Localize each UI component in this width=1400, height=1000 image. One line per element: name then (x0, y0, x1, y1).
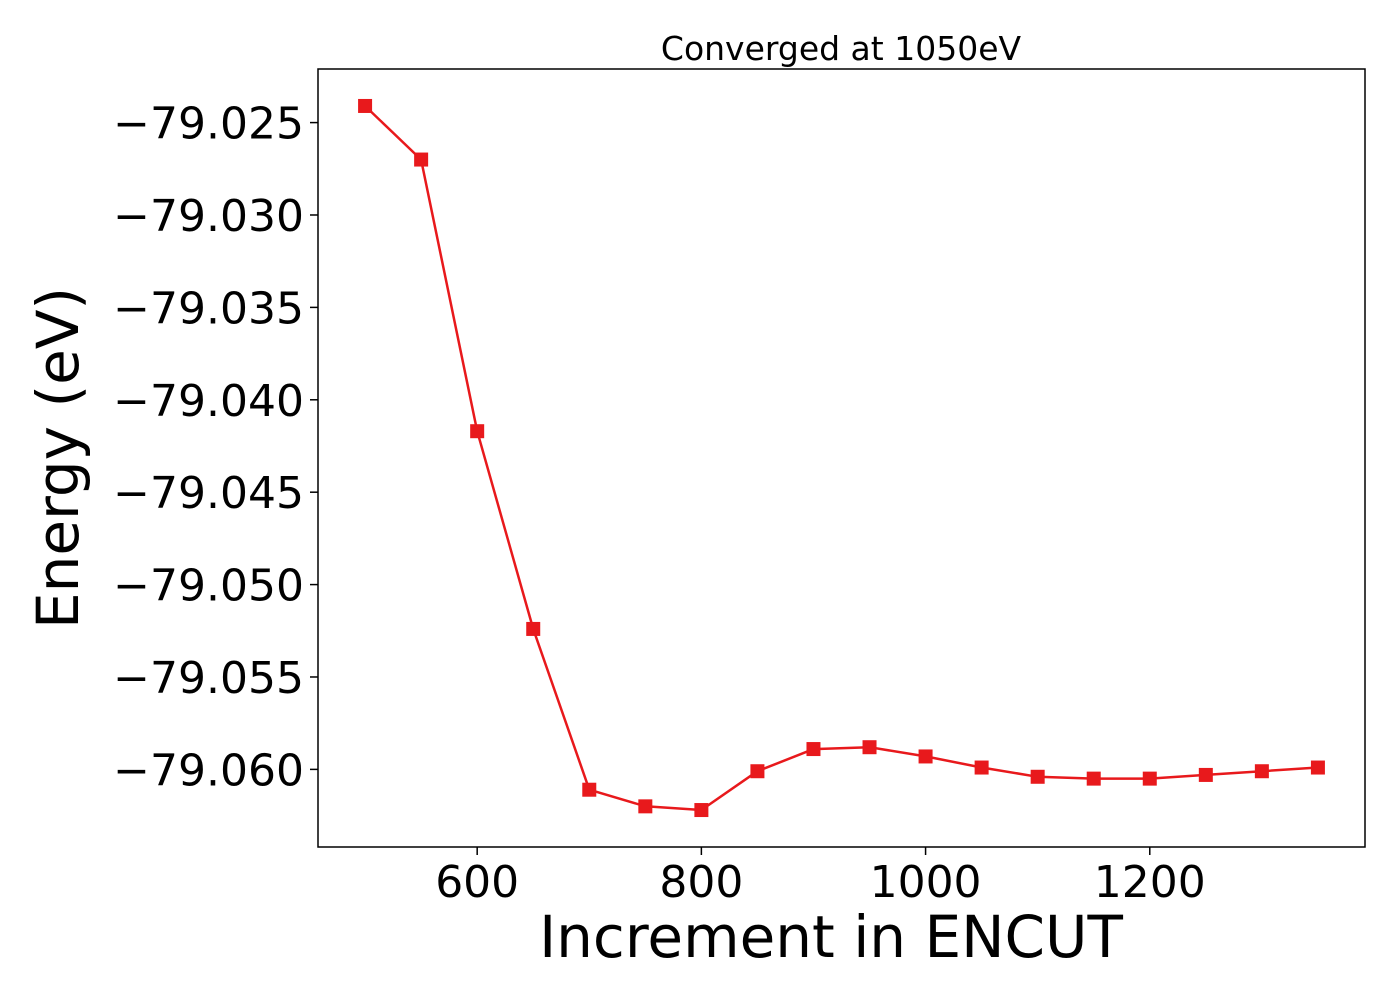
series-layer (358, 98, 1325, 818)
data-point-marker (1198, 767, 1213, 782)
data-point-marker (1086, 771, 1101, 786)
y-tick-label: −79.040 (113, 376, 304, 427)
data-point-marker (358, 98, 373, 113)
series-line (364, 105, 1318, 812)
x-axis-ticks: 600 800 1000 1200 (435, 847, 1206, 908)
data-point-marker (1254, 764, 1269, 779)
y-tick-label: −79.035 (113, 283, 304, 334)
x-tick-label: 600 (435, 857, 519, 908)
chart-title: Converged at 1050eV (661, 29, 1022, 68)
data-point-marker (1030, 769, 1045, 784)
data-point-marker (1142, 771, 1157, 786)
y-axis-ticks: −79.025 −79.030 −79.035 −79.040 −79.045 −79.0… (113, 99, 318, 796)
x-tick-label: 1000 (870, 857, 982, 908)
data-point-marker (918, 749, 933, 764)
y-tick-label: −79.055 (113, 653, 304, 704)
data-point-marker (862, 740, 877, 755)
plot-area (317, 68, 1366, 848)
data-point-marker (638, 799, 653, 814)
data-point-marker (414, 152, 429, 167)
data-point-marker (750, 764, 765, 779)
data-point-marker (470, 424, 485, 439)
data-point-marker (1310, 760, 1325, 775)
data-point-marker (582, 782, 597, 797)
y-tick-label: −79.045 (113, 468, 304, 519)
y-tick-label: −79.025 (113, 99, 304, 150)
y-tick-label: −79.030 (113, 191, 304, 242)
y-tick-label: −79.050 (113, 561, 304, 612)
x-tick-label: 1200 (1094, 857, 1206, 908)
data-point-marker (806, 742, 821, 757)
x-axis-label: Increment in ENCUT (539, 903, 1123, 971)
data-point-marker (694, 803, 709, 818)
data-point-marker (526, 621, 541, 636)
y-axis-label: Energy (eV) (24, 287, 92, 629)
data-point-marker (974, 760, 989, 775)
y-tick-label: −79.060 (113, 745, 304, 796)
x-tick-label: 800 (659, 857, 743, 908)
